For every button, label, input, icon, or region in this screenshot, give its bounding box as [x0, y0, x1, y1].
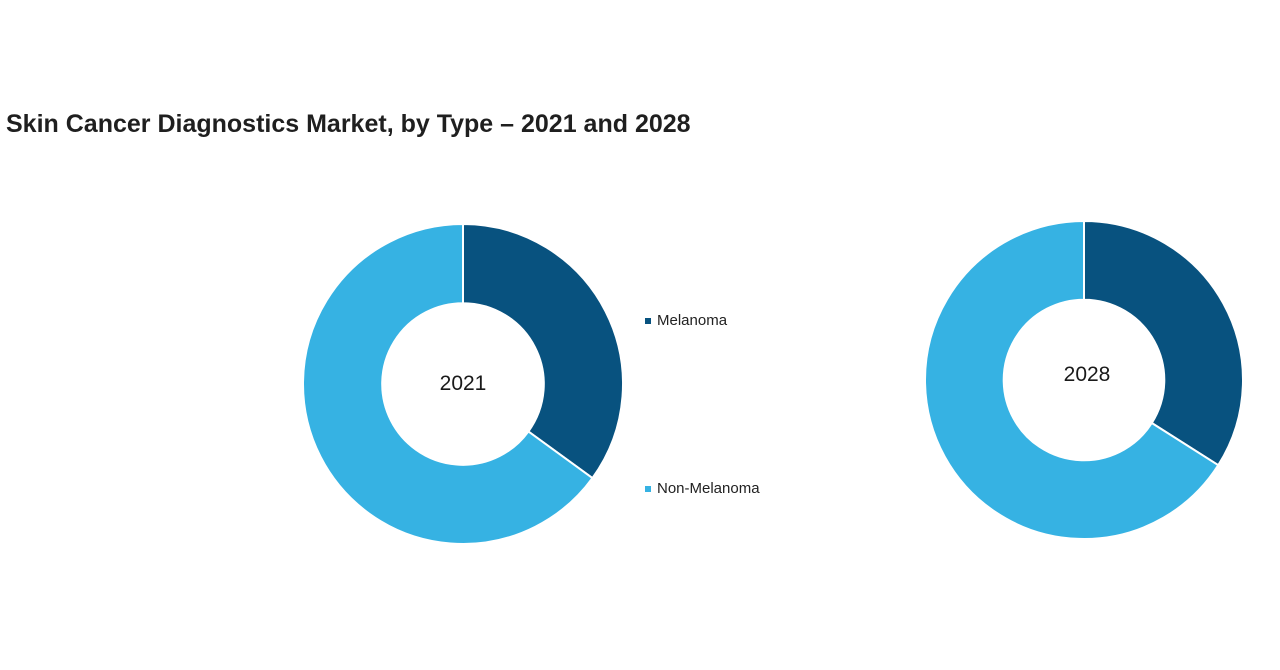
- legend-swatch-melanoma: [645, 317, 651, 324]
- legend-item-melanoma: Melanoma: [645, 312, 727, 329]
- legend-label-non-melanoma: Non-Melanoma: [657, 480, 760, 497]
- legend: Melanoma Non-Melanoma: [645, 0, 845, 670]
- slice-non-melanoma-2021: [302, 222, 594, 545]
- slice-non-melanoma-2028: [924, 219, 1220, 540]
- slice-melanoma-2021: [462, 222, 624, 480]
- donut-chart-2028: 2028: [923, 219, 1245, 541]
- donut-svg-2028: 2028: [924, 219, 1244, 540]
- legend-item-non-melanoma: Non-Melanoma: [645, 480, 760, 497]
- legend-label-melanoma: Melanoma: [657, 312, 728, 329]
- center-label-2028: 2028: [1064, 363, 1111, 386]
- slice-melanoma-2028: [1083, 219, 1244, 467]
- chart-title: Skin Cancer Diagnostics Market, by Type …: [6, 110, 691, 138]
- donut-chart-2021: 2021: [301, 222, 625, 546]
- donut-svg-2021: 2021: [302, 222, 624, 545]
- center-label-2021: 2021: [440, 372, 487, 395]
- legend-swatch-non-melanoma: [645, 485, 651, 492]
